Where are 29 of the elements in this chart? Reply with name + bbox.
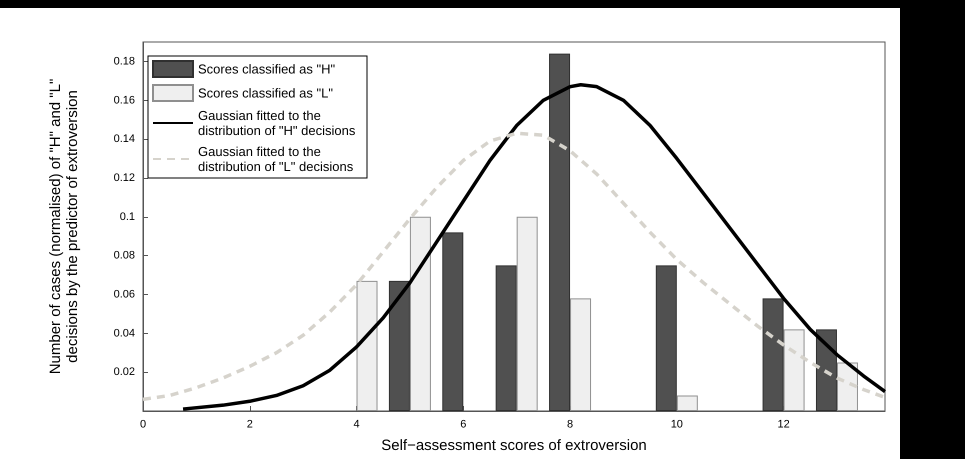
y-tick-label: 0.18 bbox=[114, 55, 135, 68]
legend-label: Scores classified as "H" bbox=[198, 62, 336, 76]
y-tick-label: 0.16 bbox=[114, 94, 135, 106]
x-tick-label: 10 bbox=[670, 418, 683, 430]
x-tick-label: 2 bbox=[246, 418, 253, 430]
legend-label: Gaussian fitted to the distribution of "L" decisions bbox=[198, 144, 354, 174]
bar bbox=[570, 298, 592, 411]
y-tick-label: 0.02 bbox=[114, 366, 135, 378]
bar bbox=[516, 216, 538, 411]
y-tick-label: 0.06 bbox=[114, 288, 135, 300]
bar bbox=[410, 216, 431, 411]
legend-label: Gaussian fitted to the distribution of "H" decisions bbox=[198, 108, 356, 138]
x-tick-label: 4 bbox=[353, 418, 360, 430]
x-tick-label: 6 bbox=[460, 418, 466, 430]
y-tick-label: 0.12 bbox=[114, 172, 135, 184]
x-tick-label: 12 bbox=[777, 418, 790, 430]
legend-label: Scores classified as "L" bbox=[198, 86, 334, 100]
bar bbox=[356, 280, 378, 411]
bar bbox=[676, 395, 698, 411]
x-axis-title: Self−assessment scores of extroversion bbox=[381, 437, 647, 454]
y-axis-title: Number of cases (normalised) of "H" and "L" decisions by the predictor of extroversion bbox=[47, 78, 81, 374]
x-tick-label: 0 bbox=[140, 418, 146, 430]
y-tick-label: 0.04 bbox=[114, 327, 135, 340]
y-tick-label: 0.08 bbox=[114, 250, 135, 262]
y-tick-label: 0.14 bbox=[114, 133, 135, 146]
y-tick-label: 0.1 bbox=[120, 210, 135, 223]
bar bbox=[784, 329, 805, 411]
x-tick-label: 8 bbox=[566, 418, 574, 430]
line-series bbox=[181, 82, 887, 411]
